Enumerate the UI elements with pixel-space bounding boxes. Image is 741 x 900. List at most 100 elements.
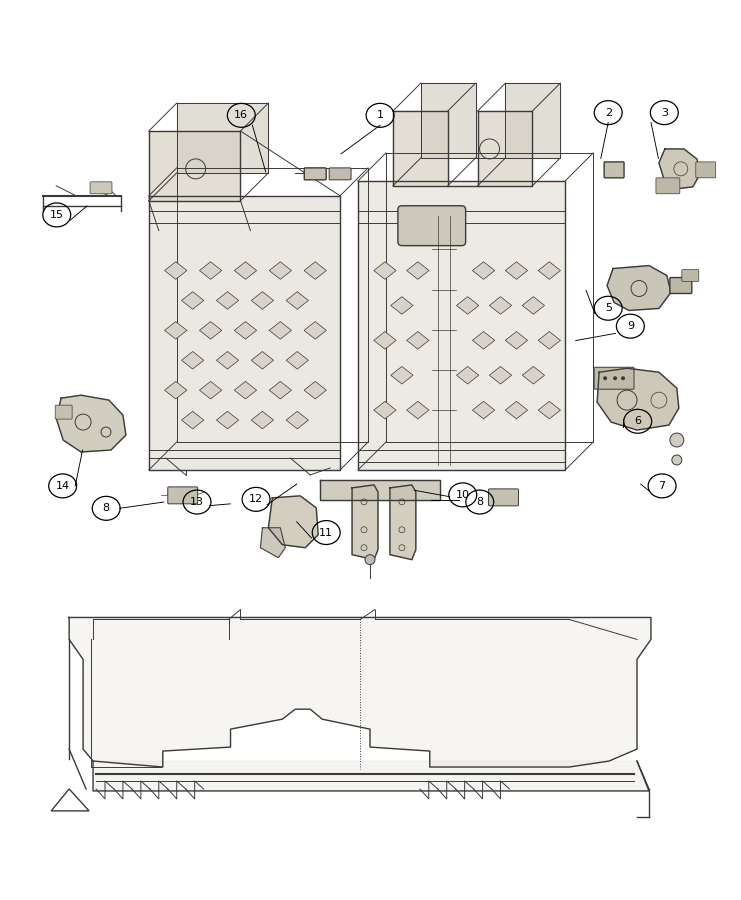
Polygon shape [286, 352, 308, 369]
Polygon shape [260, 527, 285, 558]
Polygon shape [407, 331, 429, 349]
Text: 10: 10 [456, 490, 470, 500]
Polygon shape [407, 401, 429, 419]
Text: 13: 13 [190, 497, 204, 507]
Polygon shape [538, 401, 560, 419]
FancyBboxPatch shape [90, 182, 112, 194]
Polygon shape [473, 262, 495, 279]
Polygon shape [391, 366, 413, 384]
Polygon shape [268, 496, 318, 548]
Polygon shape [269, 262, 291, 279]
FancyBboxPatch shape [656, 178, 679, 194]
Polygon shape [251, 411, 273, 429]
Text: 15: 15 [50, 210, 64, 220]
Polygon shape [522, 366, 545, 384]
Polygon shape [165, 321, 187, 339]
Polygon shape [177, 104, 268, 173]
Circle shape [603, 376, 607, 380]
Polygon shape [373, 401, 396, 419]
Polygon shape [538, 331, 560, 349]
Polygon shape [489, 297, 512, 314]
Text: 2: 2 [605, 108, 612, 118]
Polygon shape [597, 368, 679, 430]
FancyBboxPatch shape [594, 367, 634, 389]
Polygon shape [199, 262, 222, 279]
Polygon shape [149, 131, 241, 201]
Polygon shape [456, 297, 479, 314]
Text: 11: 11 [319, 527, 333, 537]
Polygon shape [538, 262, 560, 279]
Circle shape [621, 376, 625, 380]
Text: 1: 1 [376, 111, 384, 121]
Polygon shape [234, 382, 256, 399]
Text: 7: 7 [659, 481, 665, 491]
Polygon shape [352, 485, 378, 560]
Circle shape [670, 433, 684, 447]
Polygon shape [304, 321, 326, 339]
FancyBboxPatch shape [488, 489, 519, 506]
Polygon shape [286, 292, 308, 310]
Circle shape [365, 554, 375, 564]
Polygon shape [358, 181, 565, 470]
Polygon shape [659, 148, 701, 189]
Polygon shape [165, 382, 187, 399]
Polygon shape [456, 366, 479, 384]
Circle shape [672, 455, 682, 465]
Polygon shape [390, 485, 416, 560]
FancyBboxPatch shape [55, 405, 72, 419]
Polygon shape [473, 331, 495, 349]
Polygon shape [373, 331, 396, 349]
FancyBboxPatch shape [682, 270, 699, 282]
Polygon shape [391, 297, 413, 314]
Circle shape [613, 376, 617, 380]
Polygon shape [182, 352, 204, 369]
Polygon shape [216, 292, 239, 310]
Polygon shape [505, 83, 560, 158]
FancyBboxPatch shape [305, 168, 326, 180]
Text: 3: 3 [661, 108, 668, 118]
Text: 14: 14 [56, 481, 70, 491]
Polygon shape [269, 321, 291, 339]
FancyBboxPatch shape [398, 206, 465, 246]
Polygon shape [607, 266, 671, 310]
Polygon shape [56, 395, 126, 452]
Polygon shape [199, 382, 222, 399]
Polygon shape [505, 262, 528, 279]
Polygon shape [251, 352, 273, 369]
Polygon shape [216, 352, 239, 369]
Polygon shape [251, 292, 273, 310]
Polygon shape [522, 297, 545, 314]
Polygon shape [93, 761, 649, 791]
Text: 16: 16 [234, 111, 248, 121]
Polygon shape [234, 262, 256, 279]
Polygon shape [286, 411, 308, 429]
Polygon shape [216, 411, 239, 429]
Text: 8: 8 [103, 503, 110, 513]
FancyBboxPatch shape [670, 277, 692, 293]
Polygon shape [182, 292, 204, 310]
FancyBboxPatch shape [167, 487, 198, 504]
Text: 5: 5 [605, 303, 612, 313]
Text: 6: 6 [634, 417, 641, 427]
Text: 9: 9 [627, 321, 634, 331]
Polygon shape [269, 382, 291, 399]
Polygon shape [393, 111, 448, 185]
Polygon shape [149, 196, 340, 470]
FancyBboxPatch shape [329, 168, 351, 180]
Polygon shape [234, 321, 256, 339]
Polygon shape [69, 617, 651, 767]
Polygon shape [489, 366, 512, 384]
Polygon shape [304, 382, 326, 399]
Polygon shape [165, 262, 187, 279]
Polygon shape [182, 411, 204, 429]
Polygon shape [304, 262, 326, 279]
FancyBboxPatch shape [696, 162, 716, 178]
Polygon shape [478, 111, 532, 185]
Polygon shape [407, 262, 429, 279]
Text: 8: 8 [476, 497, 483, 507]
Polygon shape [320, 480, 439, 500]
Polygon shape [199, 321, 222, 339]
Polygon shape [473, 401, 495, 419]
Text: 12: 12 [249, 494, 263, 504]
Polygon shape [505, 401, 528, 419]
